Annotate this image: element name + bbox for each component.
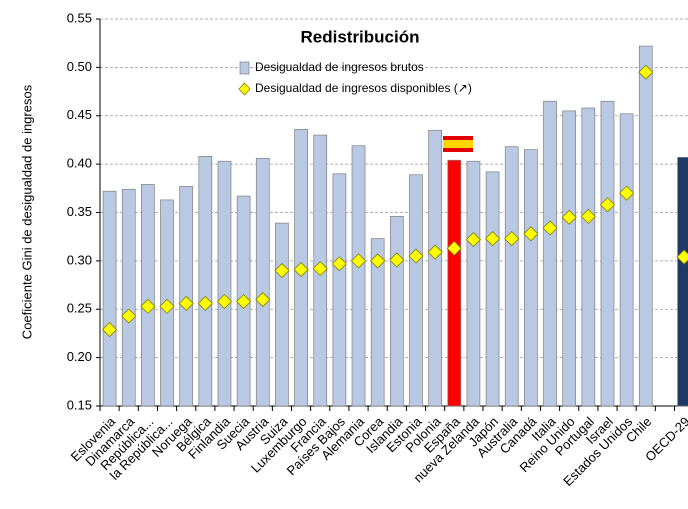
dot bbox=[293, 262, 309, 278]
bar bbox=[677, 157, 688, 407]
bar bbox=[447, 159, 462, 407]
y-tick-label: 0.40 bbox=[67, 156, 92, 171]
dot bbox=[638, 64, 654, 80]
y-tick-label: 0.30 bbox=[67, 252, 92, 267]
bar bbox=[485, 171, 500, 407]
dot bbox=[102, 322, 118, 338]
dot bbox=[485, 231, 501, 247]
dot bbox=[599, 197, 616, 213]
y-tick-label: 0.15 bbox=[67, 397, 92, 412]
dot bbox=[121, 308, 137, 324]
dot bbox=[236, 293, 252, 310]
dot bbox=[197, 295, 213, 312]
y-tick-label: 0.20 bbox=[67, 349, 92, 364]
y-tick-label: 0.50 bbox=[67, 59, 92, 74]
dot bbox=[465, 232, 481, 248]
bar bbox=[562, 110, 577, 407]
bar bbox=[370, 238, 385, 407]
dot bbox=[580, 208, 596, 224]
y-tick-label: 0.25 bbox=[67, 301, 92, 316]
legend-swatch bbox=[238, 82, 251, 96]
chart-title: Redistribución bbox=[300, 27, 419, 46]
bar bbox=[504, 146, 519, 407]
dot bbox=[274, 262, 290, 279]
dot bbox=[140, 298, 156, 314]
bar bbox=[619, 113, 634, 407]
y-tick-label: 0.55 bbox=[67, 10, 92, 25]
dot bbox=[350, 253, 367, 269]
bar bbox=[428, 129, 442, 407]
bar bbox=[543, 100, 557, 407]
dot bbox=[216, 293, 233, 310]
bar bbox=[332, 173, 347, 407]
dot bbox=[159, 298, 175, 314]
y-tick-label: 0.35 bbox=[67, 204, 92, 219]
dot bbox=[312, 261, 328, 277]
bar bbox=[121, 188, 136, 407]
bar bbox=[255, 157, 270, 407]
dot bbox=[389, 252, 405, 268]
legend-swatch bbox=[239, 61, 250, 75]
dot bbox=[542, 220, 558, 236]
dot bbox=[178, 295, 194, 312]
dot bbox=[408, 248, 424, 264]
bar bbox=[409, 174, 423, 407]
dot bbox=[331, 256, 347, 272]
bar bbox=[466, 160, 481, 407]
bar bbox=[638, 45, 653, 407]
dot bbox=[676, 249, 688, 265]
spain-flag bbox=[443, 136, 473, 152]
dot bbox=[255, 292, 271, 308]
y-tick-label: 0.45 bbox=[67, 107, 92, 122]
bar bbox=[351, 145, 366, 407]
bar bbox=[581, 107, 596, 407]
dot bbox=[427, 244, 443, 260]
dot bbox=[619, 185, 635, 201]
bar bbox=[141, 184, 155, 407]
bar bbox=[217, 160, 232, 407]
bar bbox=[524, 149, 538, 407]
bar bbox=[389, 216, 404, 407]
bar bbox=[600, 100, 615, 407]
legend-label: Desigualdad de ingresos disponibles (↗) bbox=[255, 81, 472, 95]
legend-label: Desigualdad de ingresos brutos bbox=[255, 60, 424, 74]
bar bbox=[198, 156, 213, 407]
dot bbox=[370, 253, 386, 269]
y-axis-label: Coeficiente Gini de desigualdad de ingre… bbox=[19, 84, 34, 339]
dot bbox=[561, 209, 577, 225]
bar bbox=[102, 190, 117, 407]
dot bbox=[523, 226, 539, 242]
dot bbox=[504, 231, 520, 247]
bar bbox=[275, 222, 289, 407]
dot bbox=[446, 240, 462, 256]
